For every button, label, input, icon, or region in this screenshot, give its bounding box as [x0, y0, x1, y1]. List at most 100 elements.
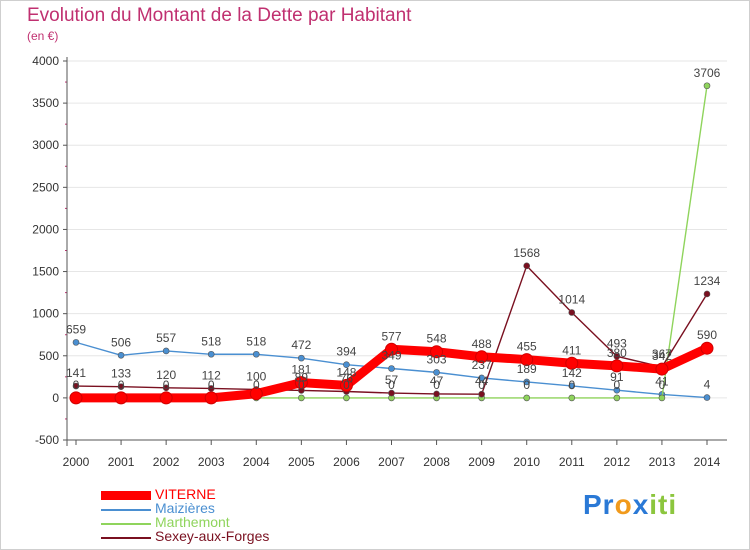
series-point — [433, 369, 440, 376]
data-label: 367 — [652, 347, 672, 361]
x-tick-label: 2000 — [63, 455, 90, 469]
data-label: 0 — [523, 378, 530, 392]
data-label: 0 — [388, 378, 395, 392]
series-point — [433, 390, 440, 398]
y-tick-label: 3500 — [32, 96, 59, 110]
x-tick-label: 2003 — [198, 455, 225, 469]
data-label: 455 — [517, 340, 537, 354]
data-label: 488 — [472, 337, 492, 351]
data-label: 0 — [343, 378, 350, 392]
data-labels: 181 148 577 548 488 455 411 380 342 590 659 506 557 5… — [66, 66, 721, 392]
series-point — [523, 394, 531, 402]
data-label: 506 — [111, 335, 131, 349]
legend-swatch — [101, 491, 151, 500]
data-label: 590 — [697, 328, 717, 342]
series-point — [294, 376, 308, 390]
series-point — [162, 384, 170, 392]
logo-part: iti — [649, 489, 678, 520]
data-label: 120 — [156, 368, 176, 382]
series-point — [475, 350, 489, 364]
y-tick-label: 2000 — [32, 222, 59, 236]
data-label: 411 — [562, 343, 581, 357]
x-tick-label: 2014 — [694, 455, 721, 469]
data-label: 380 — [607, 346, 627, 360]
y-tick-label: 0 — [52, 391, 59, 405]
series-point — [613, 394, 621, 402]
x-tick-label: 2005 — [288, 455, 315, 469]
data-label: 518 — [201, 334, 221, 348]
series-point — [523, 262, 531, 270]
series-point — [343, 394, 350, 402]
data-label: 0 — [298, 378, 305, 392]
series-point — [72, 382, 80, 390]
data-label: 0 — [163, 378, 170, 392]
series-point — [700, 341, 714, 355]
series-point — [69, 391, 83, 405]
series-point — [478, 374, 485, 382]
x-tick-label: 2010 — [513, 455, 540, 469]
data-label: 1014 — [558, 292, 585, 306]
data-label: 189 — [517, 362, 537, 376]
data-label: 0 — [253, 378, 260, 392]
series-point — [339, 378, 353, 392]
y-tick-label: 2500 — [32, 180, 59, 194]
series-point — [298, 354, 305, 362]
data-label: 659 — [66, 322, 86, 336]
legend-swatch — [101, 523, 151, 525]
series-point — [655, 362, 669, 376]
data-label: 577 — [381, 329, 401, 343]
data-label: 548 — [427, 332, 447, 346]
series-point — [249, 387, 263, 401]
data-label: 394 — [336, 345, 356, 359]
y-tick-labels: -500 0 500 1000 1500 2000 2500 3000 3500 4000 — [32, 54, 59, 447]
data-label: 47 — [430, 374, 444, 388]
x-tick-labels: 2000 2001 2002 2003 2004 2005 2006 2007 2008 2009… — [63, 455, 721, 469]
series-point — [207, 350, 215, 358]
series-lines — [69, 82, 714, 405]
data-label: 0 — [659, 378, 666, 392]
series-point — [117, 351, 125, 359]
x-tick-label: 2007 — [378, 455, 405, 469]
y-tick-label: 3000 — [32, 138, 59, 152]
series-point — [430, 345, 444, 359]
data-label: 76 — [340, 371, 354, 385]
series-point — [520, 353, 534, 367]
data-label: 0 — [478, 378, 485, 392]
y-tick-label: 500 — [39, 349, 59, 363]
y-tick-label: 4000 — [32, 54, 59, 68]
series-point — [252, 350, 260, 358]
series-point — [117, 383, 125, 390]
x-tick-label: 2001 — [108, 455, 135, 469]
data-label: 41 — [655, 374, 669, 388]
data-label: 148 — [336, 365, 356, 379]
data-label: 1568 — [513, 246, 540, 260]
series-point — [703, 290, 711, 298]
data-label: 4 — [704, 378, 711, 392]
logo-part: x — [632, 489, 650, 520]
x-tick-label: 2002 — [153, 455, 180, 469]
series-point — [388, 365, 395, 372]
data-label: 0 — [433, 378, 440, 392]
series-point — [159, 391, 173, 405]
legend-label: VITERNE — [155, 486, 216, 502]
proxiti-logo: Proxiti — [583, 489, 677, 521]
data-label: 557 — [156, 331, 176, 345]
series-point — [568, 309, 576, 316]
data-label: 0 — [568, 378, 575, 392]
series-point — [565, 356, 579, 370]
legend-label: Maizières — [155, 500, 215, 516]
data-label: 518 — [246, 334, 266, 348]
data-label: 133 — [111, 367, 131, 381]
data-label: 0 — [208, 378, 215, 392]
axes — [63, 57, 727, 446]
x-tick-label: 2008 — [423, 455, 450, 469]
data-label: 91 — [610, 370, 624, 384]
legend-label: Sexey-aux-Forges — [155, 528, 270, 544]
series-point — [114, 391, 128, 405]
series-point — [610, 359, 624, 373]
series-point — [703, 82, 711, 90]
x-tick-label: 2011 — [559, 455, 585, 469]
series-point — [204, 391, 218, 405]
data-label: 342 — [652, 349, 672, 363]
